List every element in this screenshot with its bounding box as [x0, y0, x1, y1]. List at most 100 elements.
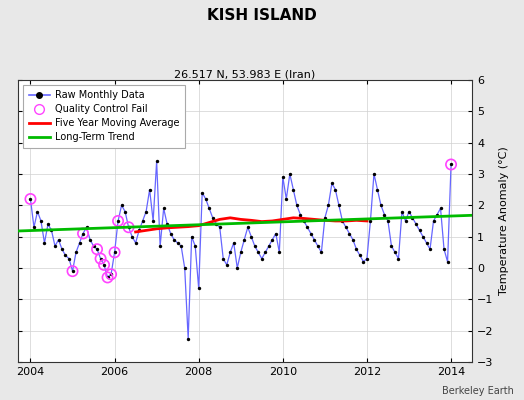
Point [146, 186, 154, 193]
Point [54, 236, 63, 243]
Point [366, 218, 375, 224]
Point [268, 236, 277, 243]
Point [194, 285, 203, 292]
Point [380, 212, 389, 218]
Point [359, 258, 368, 265]
Point [117, 202, 126, 208]
Text: Berkeley Earth: Berkeley Earth [442, 386, 514, 396]
Point [387, 243, 396, 249]
Point [223, 262, 231, 268]
Point [75, 240, 84, 246]
Point [265, 243, 273, 249]
Point [356, 252, 364, 259]
Point [405, 208, 413, 215]
Point [240, 236, 248, 243]
Point [370, 171, 378, 177]
Point [447, 161, 455, 168]
Point [149, 218, 157, 224]
Point [391, 249, 399, 256]
Point [100, 262, 108, 268]
Point [173, 240, 182, 246]
Point [96, 256, 105, 262]
Point [296, 212, 304, 218]
Point [103, 274, 112, 281]
Point [328, 180, 336, 186]
Point [342, 224, 350, 230]
Point [170, 236, 178, 243]
Point [124, 224, 133, 230]
Point [331, 186, 340, 193]
Point [121, 208, 129, 215]
Title: 26.517 N, 53.983 E (Iran): 26.517 N, 53.983 E (Iran) [174, 69, 315, 79]
Point [103, 274, 112, 281]
Point [51, 243, 59, 249]
Point [68, 268, 77, 274]
Point [300, 218, 308, 224]
Point [282, 196, 290, 202]
Point [401, 218, 410, 224]
Point [236, 249, 245, 256]
Point [244, 224, 252, 230]
Point [138, 218, 147, 224]
Point [107, 271, 115, 278]
Point [233, 265, 242, 271]
Point [135, 227, 143, 234]
Point [128, 234, 136, 240]
Point [72, 249, 80, 256]
Point [65, 256, 73, 262]
Point [86, 236, 94, 243]
Point [212, 221, 221, 227]
Point [202, 196, 210, 202]
Point [191, 243, 200, 249]
Point [258, 256, 266, 262]
Point [93, 246, 101, 252]
Point [443, 258, 452, 265]
Text: KISH ISLAND: KISH ISLAND [207, 8, 317, 23]
Point [303, 224, 312, 230]
Point [188, 234, 196, 240]
Point [111, 249, 119, 256]
Point [394, 256, 402, 262]
Point [37, 218, 45, 224]
Point [373, 186, 381, 193]
Point [111, 249, 119, 256]
Point [310, 236, 319, 243]
Point [230, 240, 238, 246]
Point [275, 249, 283, 256]
Point [114, 218, 122, 224]
Point [416, 227, 424, 234]
Point [47, 227, 56, 234]
Point [412, 221, 420, 227]
Point [377, 202, 385, 208]
Y-axis label: Temperature Anomaly (°C): Temperature Anomaly (°C) [499, 146, 509, 295]
Point [324, 202, 333, 208]
Point [177, 243, 185, 249]
Point [163, 221, 171, 227]
Point [363, 256, 371, 262]
Point [317, 249, 325, 256]
Point [286, 171, 294, 177]
Point [180, 265, 189, 271]
Point [226, 249, 234, 256]
Point [30, 224, 38, 230]
Point [219, 256, 227, 262]
Point [279, 174, 287, 180]
Point [93, 246, 101, 252]
Point [440, 246, 448, 252]
Point [156, 243, 165, 249]
Point [79, 230, 87, 237]
Point [40, 240, 49, 246]
Point [250, 243, 259, 249]
Point [184, 336, 192, 342]
Point [205, 205, 213, 212]
Point [58, 246, 66, 252]
Point [100, 262, 108, 268]
Point [254, 249, 263, 256]
Point [314, 243, 322, 249]
Point [422, 240, 431, 246]
Point [114, 218, 122, 224]
Point [338, 218, 346, 224]
Point [198, 190, 206, 196]
Point [215, 224, 224, 230]
Point [247, 234, 256, 240]
